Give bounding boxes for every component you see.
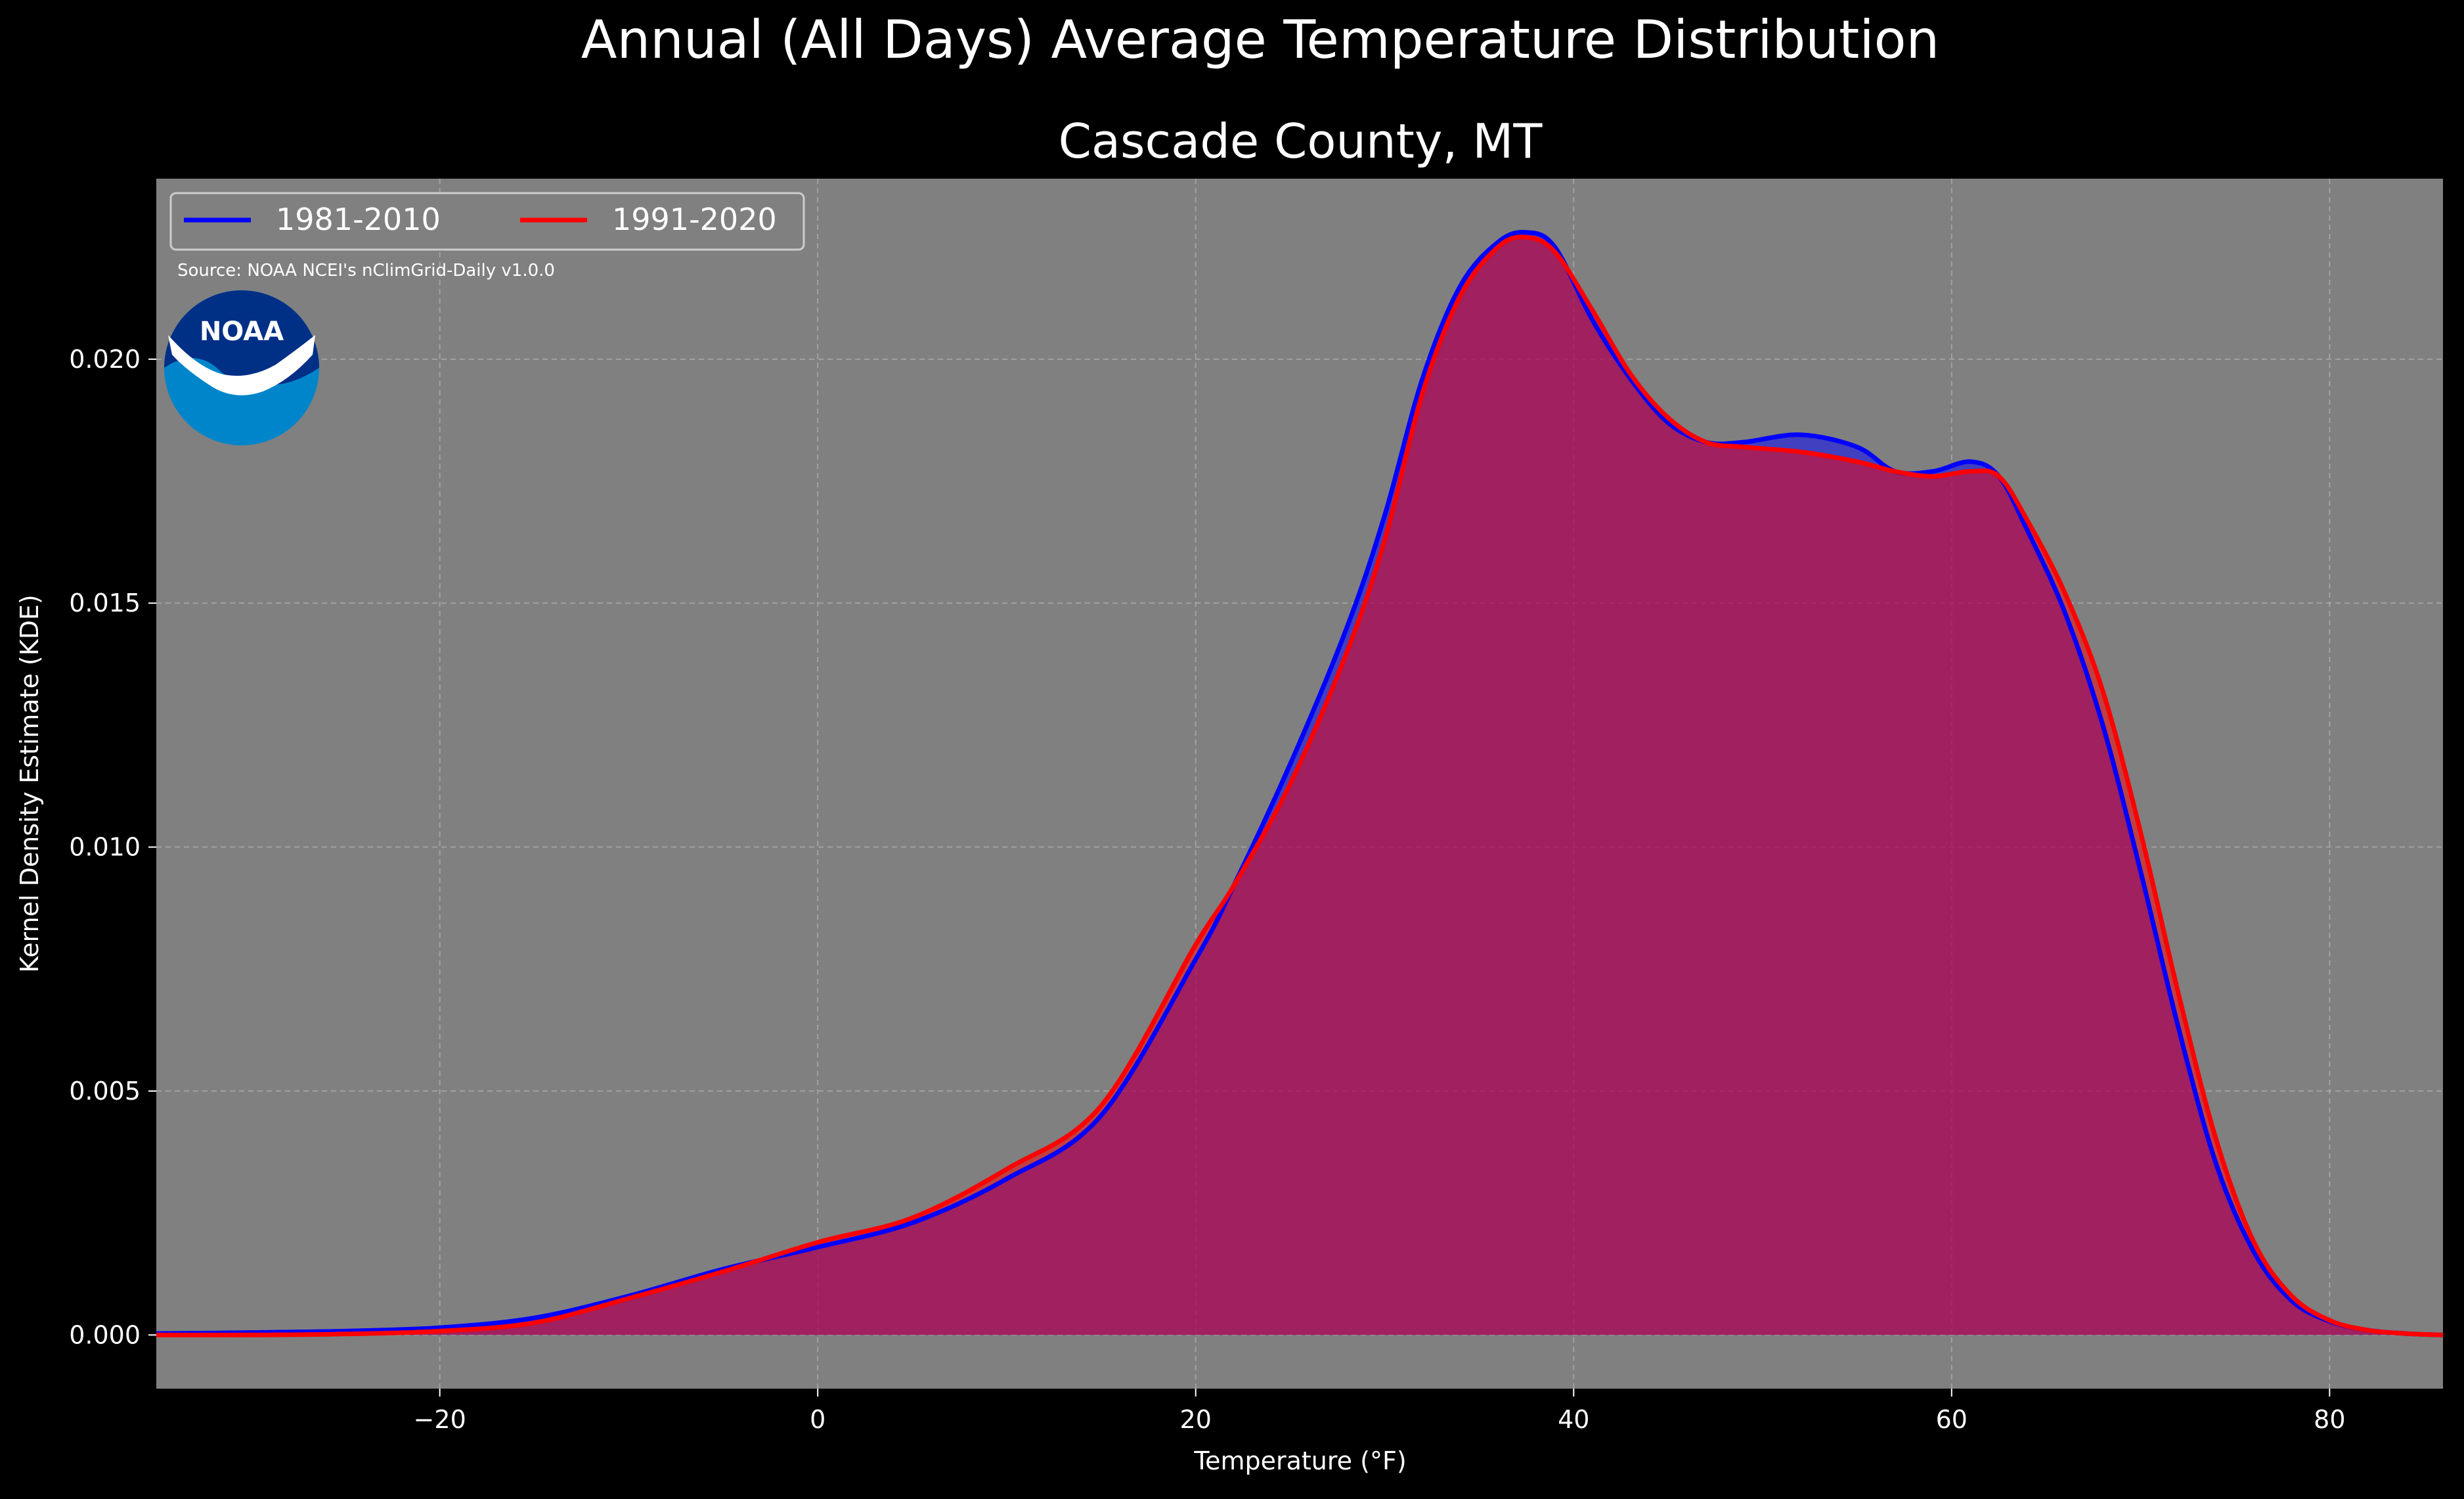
noaa-logo-text: NOAA [200, 317, 284, 347]
x-axis-ticks: −20 0 20 40 60 80 [414, 1389, 2346, 1434]
chart-title: Cascade County, MT [1059, 114, 1543, 169]
x-tick-label: 80 [2314, 1405, 2345, 1434]
y-tick-label: 0.005 [69, 1077, 141, 1106]
series-line-1991-2020 [156, 235, 2444, 1337]
series-line-1981-2010 [156, 229, 2444, 1337]
figure-suptitle: Annual (All Days) Average Temperature Di… [581, 9, 1939, 70]
noaa-logo-bird [168, 335, 315, 395]
x-tick-label: 20 [1180, 1405, 1212, 1434]
area-fill-1991-2020 [156, 236, 2443, 1335]
y-tick-label: 0.015 [69, 589, 141, 617]
legend-frame [169, 192, 805, 251]
line-layer [156, 229, 2444, 1337]
x-tick-label: 60 [1936, 1405, 1968, 1434]
x-tick-label: 0 [810, 1405, 825, 1434]
y-tick-label: 0.020 [69, 345, 141, 374]
y-tick-label: 0.000 [69, 1320, 141, 1349]
noaa-logo-sky [164, 290, 319, 385]
x-tick-label: −20 [414, 1405, 466, 1434]
source-annotation: Source: NOAA NCEI's nClimGrid-Daily v1.0… [177, 261, 555, 280]
legend-label-1991-2020: 1991-2020 [612, 202, 777, 237]
noaa-logo: NOAA [164, 290, 319, 445]
area-layer [156, 232, 2443, 1335]
x-tick-label: 40 [1558, 1405, 1589, 1434]
y-tick-label: 0.010 [69, 833, 141, 862]
legend: 1981-2010 1991-2020 [169, 192, 805, 251]
x-axis-label: Temperature (°F) [1193, 1446, 1406, 1475]
y-axis-label: Kernel Density Estimate (KDE) [15, 594, 44, 973]
legend-label-1981-2010: 1981-2010 [276, 202, 441, 237]
y-axis-ticks: 0.000 0.005 0.010 0.015 0.020 [69, 345, 156, 1349]
